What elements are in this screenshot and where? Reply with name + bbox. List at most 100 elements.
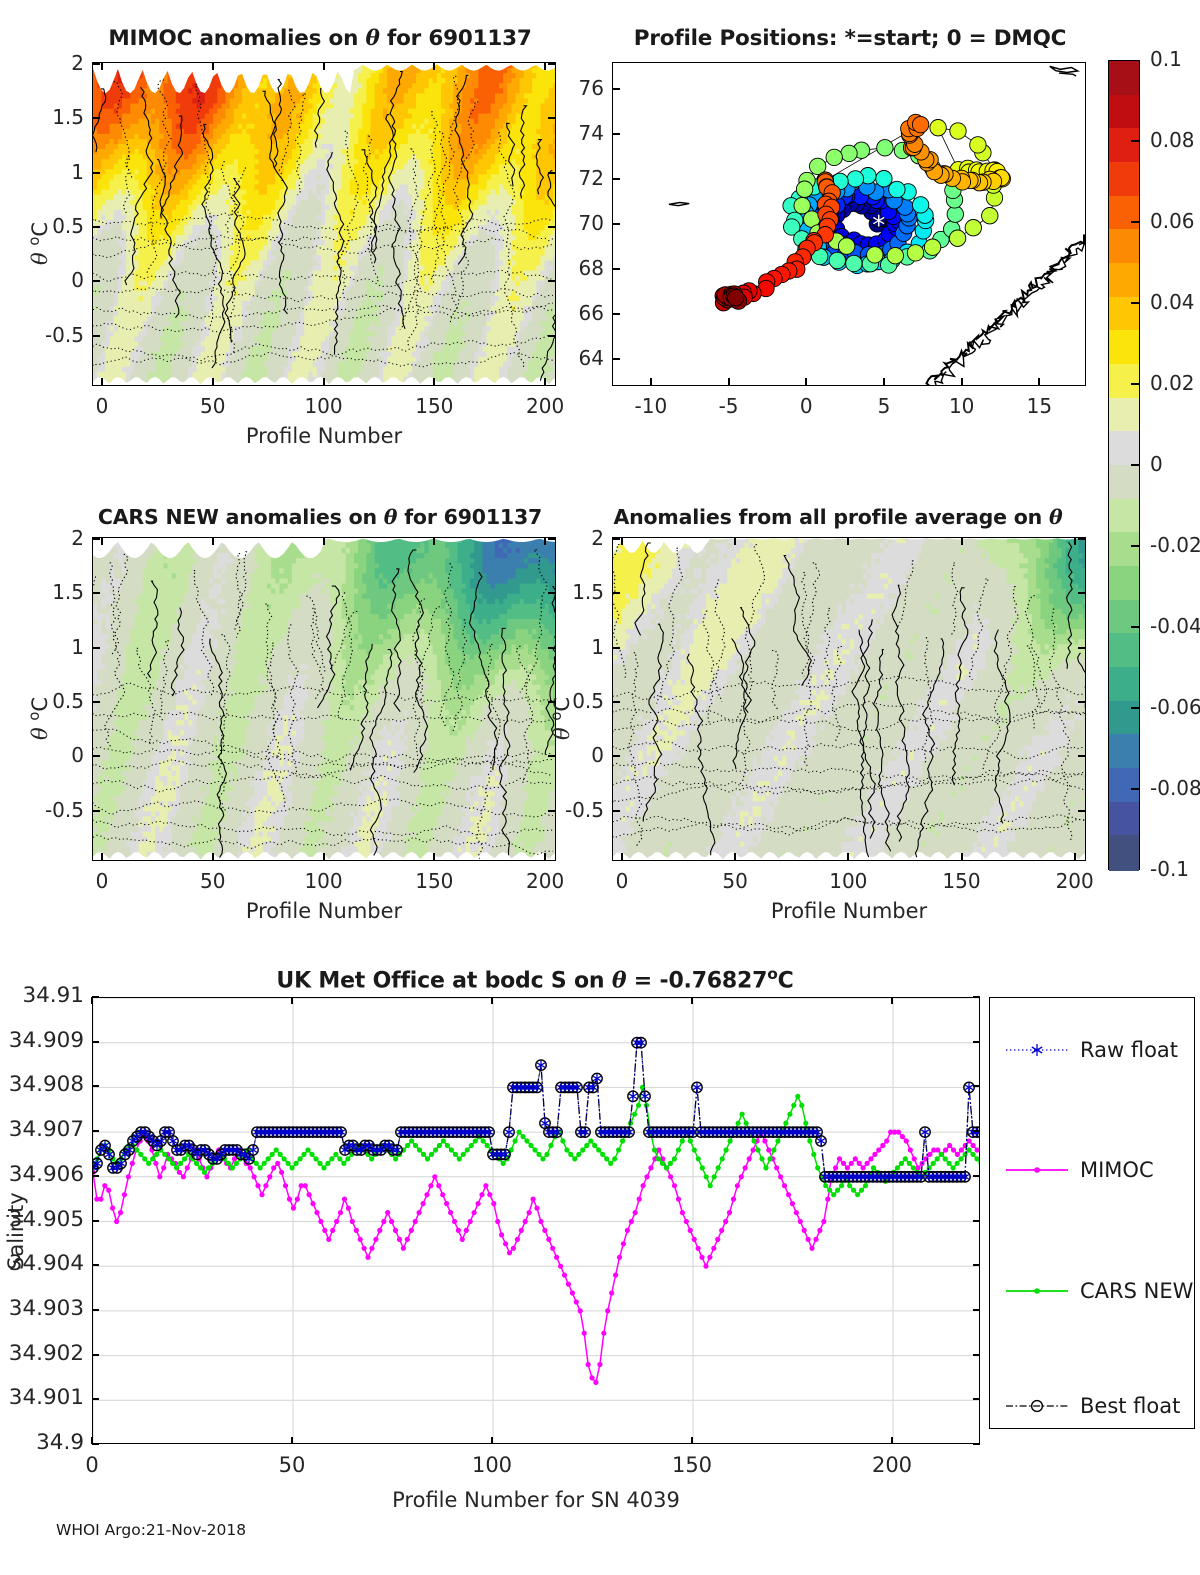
ts-xtick-mark bbox=[91, 997, 93, 1004]
profile-marker bbox=[911, 115, 930, 134]
ts-ytick-mark bbox=[92, 1264, 99, 1267]
ts-ytick-mark bbox=[973, 1264, 980, 1267]
xtick-mark bbox=[211, 378, 214, 386]
ytick-mark bbox=[92, 646, 100, 649]
ts-ytick-label: 34.906 bbox=[0, 1162, 84, 1187]
profile-position-scatter: * bbox=[668, 65, 1085, 385]
xtick-label: 0 bbox=[62, 394, 142, 418]
map-ytick-mark bbox=[612, 133, 620, 135]
profile-marker bbox=[866, 246, 884, 264]
ts-xtick-mark bbox=[291, 1437, 293, 1444]
colorbar-band bbox=[1109, 532, 1139, 568]
cars-new-xlabel: Profile Number bbox=[92, 899, 556, 923]
xtick-mark bbox=[433, 62, 436, 70]
colorbar-band bbox=[1109, 465, 1139, 501]
salinity-timeseries bbox=[93, 998, 979, 1443]
ytick-mark bbox=[548, 592, 556, 595]
ytick-mark bbox=[612, 700, 620, 703]
xtick-mark bbox=[433, 378, 436, 386]
legend-swatch bbox=[1006, 1288, 1068, 1294]
colorbar-band bbox=[1109, 162, 1139, 198]
xtick-label: 100 bbox=[808, 869, 888, 893]
ytick-mark bbox=[1078, 646, 1086, 649]
colorbar-tick-label: -0.02 bbox=[1150, 533, 1200, 557]
xtick-mark bbox=[433, 853, 436, 861]
ts-ytick-label: 34.902 bbox=[0, 1341, 84, 1366]
colorbar-tick-mark bbox=[1131, 626, 1140, 628]
xtick-label: 50 bbox=[173, 869, 253, 893]
map-xtick-label: 15 bbox=[999, 394, 1079, 418]
ytick-mark bbox=[612, 592, 620, 595]
map-ytick-mark bbox=[612, 358, 620, 360]
ytick-label: 1.5 bbox=[2, 105, 84, 129]
xtick-mark bbox=[621, 853, 623, 861]
ytick-mark bbox=[548, 334, 556, 337]
colorbar-band bbox=[1109, 229, 1139, 265]
profile-marker bbox=[783, 218, 801, 236]
all-profile-average-contour-axes bbox=[612, 537, 1086, 861]
colorbar-band bbox=[1109, 263, 1139, 299]
legend-swatch bbox=[1006, 1399, 1068, 1413]
ytick-mark bbox=[92, 280, 100, 283]
ts-ytick-label: 34.905 bbox=[0, 1207, 84, 1232]
ytick-mark bbox=[548, 646, 556, 649]
xtick-mark bbox=[211, 62, 214, 70]
ts-xtick-label: 200 bbox=[847, 1453, 937, 1477]
ts-xtick-mark bbox=[91, 1437, 93, 1444]
ts-ytick-mark bbox=[92, 1040, 99, 1043]
map-xtick-label: 0 bbox=[766, 394, 846, 418]
ts-ytick-mark bbox=[92, 1174, 99, 1177]
ts-ytick-mark bbox=[92, 1130, 99, 1133]
profile-marker bbox=[809, 157, 827, 176]
xtick-mark bbox=[734, 853, 737, 861]
ts-ytick-label: 34.903 bbox=[0, 1296, 84, 1321]
xtick-label: 50 bbox=[695, 869, 775, 893]
ts-xtick-label: 100 bbox=[447, 1453, 537, 1477]
ytick-label: 0 bbox=[2, 743, 84, 767]
contour-plot bbox=[613, 538, 1085, 860]
ts-ytick-mark bbox=[973, 1353, 980, 1356]
ytick-mark bbox=[548, 171, 556, 174]
ytick-label: 0.5 bbox=[2, 689, 84, 713]
ts-ytick-mark bbox=[973, 1174, 980, 1177]
ts-ytick-label: 34.907 bbox=[0, 1117, 84, 1142]
coastline bbox=[925, 234, 1085, 385]
map-ytick-label: 68 bbox=[524, 256, 604, 280]
xtick-label: 0 bbox=[582, 869, 662, 893]
ytick-mark bbox=[612, 538, 620, 540]
xtick-mark bbox=[544, 62, 547, 70]
xtick-mark bbox=[847, 853, 850, 861]
profile-marker bbox=[911, 196, 930, 214]
map-xtick-mark bbox=[727, 378, 730, 386]
ytick-mark bbox=[92, 63, 100, 65]
colorbar-tick-mark bbox=[1131, 464, 1140, 466]
map-xtick-mark bbox=[882, 378, 885, 386]
xtick-mark bbox=[322, 62, 325, 70]
colorbar-tick-mark bbox=[1131, 707, 1140, 709]
ts-ytick-label: 34.901 bbox=[0, 1385, 84, 1410]
ytick-label: 1 bbox=[2, 160, 84, 184]
profile-marker bbox=[846, 170, 865, 188]
profile-marker bbox=[837, 237, 856, 255]
legend-swatch bbox=[1006, 1167, 1068, 1173]
cars-new-title: CARS NEW anomalies on θ for 6901137 bbox=[60, 505, 580, 529]
xtick-mark bbox=[101, 378, 103, 386]
map-xtick-label: 5 bbox=[844, 394, 924, 418]
ytick-label: 1.5 bbox=[522, 580, 604, 604]
ytick-mark bbox=[548, 63, 556, 65]
xtick-label: 200 bbox=[1035, 869, 1115, 893]
ytick-mark bbox=[92, 117, 100, 120]
map-ytick-label: 76 bbox=[524, 76, 604, 100]
ytick-label: 1 bbox=[2, 635, 84, 659]
xtick-mark bbox=[322, 378, 325, 386]
colorbar-tick-label: -0.04 bbox=[1150, 614, 1200, 638]
ytick-label: -0.5 bbox=[2, 798, 84, 822]
legend-label: MIMOC bbox=[1080, 1158, 1154, 1182]
xtick-mark bbox=[544, 378, 547, 386]
mimoc-xlabel: Profile Number bbox=[92, 424, 556, 448]
profile-position-map-axes: * bbox=[612, 62, 1086, 386]
ytick-mark bbox=[92, 171, 100, 174]
colorbar-tick-label: 0.1 bbox=[1150, 47, 1182, 71]
legend-label: CARS NEW bbox=[1080, 1279, 1193, 1303]
xtick-mark bbox=[1073, 537, 1076, 545]
